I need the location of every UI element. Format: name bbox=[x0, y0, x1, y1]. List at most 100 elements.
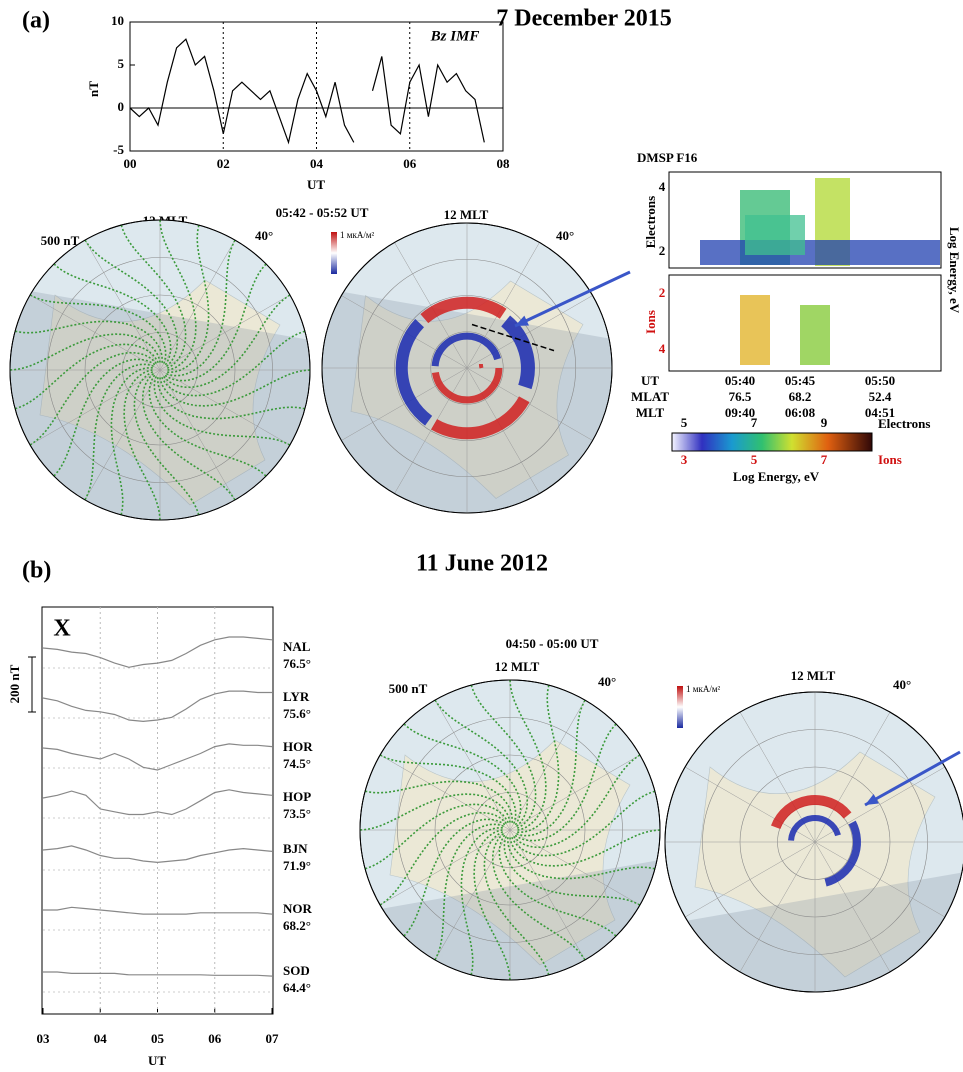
polar-map bbox=[359, 679, 661, 981]
x-tick-label: 02 bbox=[217, 156, 230, 171]
arrow bbox=[864, 750, 961, 807]
x-tick-label: 04 bbox=[94, 1031, 108, 1046]
lat-label: 40° bbox=[255, 228, 273, 243]
y-tick-label: 2 bbox=[659, 243, 666, 258]
colorbar-tick: 5 bbox=[681, 415, 688, 430]
scale-label: 500 nT bbox=[389, 681, 428, 696]
station-code: HOP bbox=[283, 789, 311, 804]
vector-track bbox=[29, 351, 157, 446]
colorbar-tick: 9 bbox=[821, 415, 828, 430]
vector-track bbox=[434, 699, 529, 827]
meridian bbox=[341, 295, 468, 369]
colorbar bbox=[331, 232, 337, 274]
table-cell: 05:45 bbox=[785, 373, 816, 388]
vector-track bbox=[359, 793, 511, 831]
vector-track bbox=[148, 374, 267, 477]
station-trace bbox=[42, 636, 273, 668]
vector-track bbox=[517, 684, 560, 833]
vector-track bbox=[434, 823, 504, 961]
station-trace bbox=[42, 690, 272, 723]
station-trace bbox=[42, 789, 273, 816]
y-tick-label: 4 bbox=[659, 179, 666, 194]
table-cell: 06:08 bbox=[785, 405, 816, 420]
x-tick-label: 00 bbox=[124, 156, 137, 171]
vector-track bbox=[14, 320, 163, 363]
vector-track bbox=[161, 330, 306, 397]
scale-bar-label: 200 nT bbox=[7, 664, 22, 703]
magnetogram-frame bbox=[41, 606, 274, 1015]
polar-map bbox=[9, 219, 311, 521]
vector-track bbox=[364, 803, 509, 870]
table-cell: 68.2 bbox=[789, 389, 812, 404]
current-arc bbox=[824, 820, 861, 887]
meridian bbox=[159, 294, 291, 371]
vector-track bbox=[164, 263, 267, 382]
station-trace bbox=[43, 971, 273, 977]
current-arc bbox=[770, 795, 852, 830]
colorbar bbox=[677, 686, 683, 728]
interval: 05:42 - 05:52 UT bbox=[276, 205, 369, 220]
meridian bbox=[84, 369, 161, 501]
table-cell: 76.5 bbox=[729, 389, 752, 404]
ions-label: Ions bbox=[643, 310, 658, 334]
arrow-head bbox=[515, 315, 529, 326]
vector-track bbox=[509, 679, 547, 831]
colorbar-tick: 3 bbox=[681, 452, 688, 467]
vector-track bbox=[483, 831, 550, 976]
vector-track bbox=[513, 754, 641, 849]
component: X bbox=[53, 616, 71, 642]
y-tick-label: -5 bbox=[113, 142, 124, 157]
lat-label: 40° bbox=[556, 228, 574, 243]
table-cell: MLT bbox=[636, 405, 665, 420]
table-cell: MLAT bbox=[631, 389, 669, 404]
vector-track bbox=[123, 369, 161, 521]
x-tick-label: 06 bbox=[403, 156, 417, 171]
x-axis-label: UT bbox=[148, 1053, 166, 1068]
vector-track bbox=[507, 837, 656, 880]
y-tick-label: 4 bbox=[659, 341, 666, 356]
y-axis-label: nT bbox=[86, 81, 101, 97]
current-arc bbox=[788, 815, 841, 841]
vector-track bbox=[511, 790, 656, 857]
meridian bbox=[29, 294, 161, 371]
vector-track bbox=[163, 294, 291, 389]
dmsp-track bbox=[471, 323, 555, 352]
panel-label: (b) bbox=[22, 558, 51, 584]
current-arc bbox=[431, 332, 501, 367]
x-tick-label: 08 bbox=[497, 156, 511, 171]
meridian bbox=[379, 829, 511, 906]
meridian bbox=[159, 369, 236, 501]
meridian bbox=[509, 754, 641, 831]
meridian bbox=[684, 841, 816, 918]
vector-track bbox=[9, 333, 161, 371]
current-arc bbox=[478, 363, 484, 369]
meridian bbox=[509, 829, 586, 961]
y-tick-label: 0 bbox=[118, 99, 125, 114]
interval: 04:50 - 05:00 UT bbox=[506, 636, 599, 651]
station-trace bbox=[43, 906, 273, 915]
noon-label: 12 MLT bbox=[444, 207, 489, 222]
vector-track bbox=[470, 684, 537, 829]
y-tick-label: 2 bbox=[659, 285, 666, 300]
meridian bbox=[466, 295, 593, 369]
station-trace bbox=[42, 845, 273, 864]
map-rim bbox=[321, 222, 613, 514]
map-rim bbox=[664, 691, 963, 993]
vector-track bbox=[460, 827, 503, 976]
current-arc bbox=[500, 315, 535, 390]
vector-track bbox=[153, 376, 291, 446]
vector-track bbox=[379, 754, 517, 824]
station-code: LYR bbox=[283, 689, 310, 704]
colorbar-label: 1 мкА/м² bbox=[686, 684, 721, 694]
station-code: HOR bbox=[283, 739, 313, 754]
x-tick-label: 06 bbox=[208, 1031, 222, 1046]
x-tick-label: 05 bbox=[151, 1031, 165, 1046]
vector-track bbox=[133, 371, 200, 516]
station-lat: 76.5° bbox=[283, 656, 311, 671]
table-cell: UT bbox=[641, 373, 659, 388]
meridian bbox=[434, 829, 511, 961]
annotation: Bz IMF bbox=[430, 28, 480, 44]
vector-track bbox=[141, 373, 236, 501]
colorbar-label: 1 мкА/м² bbox=[340, 230, 375, 240]
